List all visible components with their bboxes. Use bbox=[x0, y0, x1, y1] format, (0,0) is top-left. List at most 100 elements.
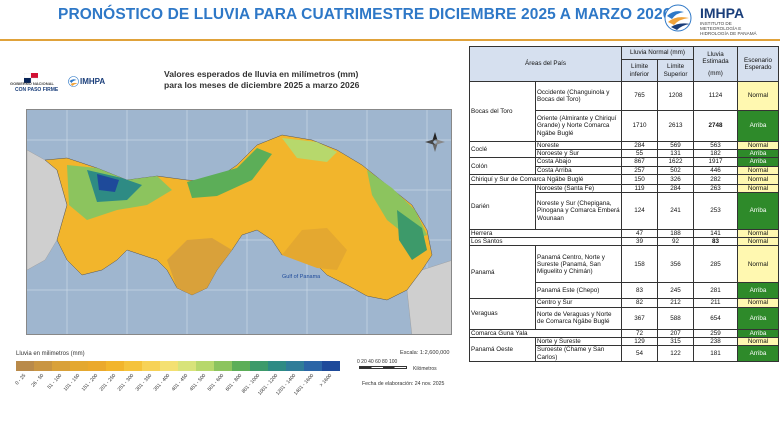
province-cell: Colón bbox=[469, 157, 536, 175]
table-row: Comarca Guna Yala 72 207 259 Arriba bbox=[468, 328, 780, 338]
limite-inferior-cell: 129 bbox=[621, 336, 659, 347]
rainfall-map: Gulf of Panama bbox=[26, 109, 452, 335]
legend-swatch bbox=[178, 361, 196, 371]
limite-inferior-cell: 257 bbox=[621, 165, 659, 175]
limite-inferior-cell: 47 bbox=[621, 229, 659, 239]
table-row: Los Santos 39 92 83 Normal bbox=[468, 237, 780, 247]
escenario-badge: Arriba bbox=[737, 282, 780, 300]
lluvia-estimada-cell: 181 bbox=[693, 345, 739, 363]
escenario-badge: Arriba bbox=[737, 345, 780, 363]
imhpa-small-logo: IMHPA bbox=[68, 75, 128, 93]
escenario-badge: Arriba bbox=[737, 306, 780, 330]
scale-numbers: 0 20 40 60 80 100 bbox=[357, 359, 398, 365]
escenario-badge: Normal bbox=[737, 165, 780, 175]
table-row: Bocas del Toro Occidente (Changuinola y B… bbox=[469, 81, 780, 142]
table-row: Panamá Panamá Centro, Norte y Sureste (Pa… bbox=[469, 245, 780, 300]
map-title: Valores esperados de lluvia en milímetro… bbox=[164, 69, 464, 91]
lluvia-estimada-cell: 263 bbox=[693, 183, 739, 194]
header-areas: Áreas del País bbox=[468, 46, 623, 82]
area-cell: Centro y Sur bbox=[534, 298, 623, 308]
header-lluvia-estimada-unit: (mm) bbox=[708, 69, 723, 77]
limite-superior-cell: 1208 bbox=[657, 81, 695, 111]
legend-swatch bbox=[250, 361, 268, 371]
colombia-landmass bbox=[406, 260, 451, 334]
panama-rainfall-map: Gulf of Panama bbox=[27, 110, 451, 334]
lluvia-estimada-cell: 563 bbox=[693, 140, 739, 151]
legend-swatch bbox=[322, 361, 340, 371]
government-logo: GOBIERNO NACIONAL CON PASO FIRME bbox=[10, 73, 62, 99]
limite-superior-cell: 245 bbox=[657, 282, 695, 300]
area-cell: Noreste y Sur (Chepigana, Pinogana y Com… bbox=[534, 192, 623, 231]
legend-title: Lluvia en milimetros (mm) bbox=[16, 351, 85, 357]
government-logo-top: GOBIERNO NACIONAL bbox=[10, 81, 54, 86]
limite-inferior-cell: 39 bbox=[621, 237, 659, 247]
imhpa-brand-text: IMHPA bbox=[700, 5, 745, 21]
map-title-line1: Valores esperados de lluvia en milímetro… bbox=[164, 69, 359, 79]
limite-inferior-cell: 119 bbox=[621, 183, 659, 194]
limite-inferior-cell: 1710 bbox=[621, 110, 659, 142]
gulf-of-panama-label: Gulf of Panama bbox=[282, 274, 321, 280]
limite-superior-cell: 131 bbox=[657, 149, 695, 159]
page-title: PRONÓSTICO DE LLUVIA PARA CUATRIMESTRE D… bbox=[58, 6, 672, 23]
scale-bar-graphic bbox=[359, 366, 407, 369]
escenario-badge: Normal bbox=[737, 336, 780, 347]
area-cell: Panamá Centro, Norte y Sureste (Panamá, … bbox=[534, 245, 623, 284]
escenario-badge: Normal bbox=[737, 140, 780, 151]
lluvia-estimada-cell: 253 bbox=[693, 192, 739, 231]
forecast-table-body: Bocas del Toro Occidente (Changuinola y B… bbox=[468, 81, 780, 363]
escenario-badge: Normal bbox=[737, 173, 780, 185]
government-logo-bottom: CON PASO FIRME bbox=[15, 87, 59, 93]
area-cell: Noroeste y Sur bbox=[534, 149, 623, 159]
limite-superior-cell: 212 bbox=[657, 298, 695, 308]
imhpa-small-text: IMHPA bbox=[80, 77, 106, 86]
province-cell: Comarca Guna Yala bbox=[468, 328, 623, 338]
limite-inferior-cell: 72 bbox=[621, 328, 659, 338]
limite-inferior-cell: 83 bbox=[621, 282, 659, 300]
azuero-dry-zone bbox=[167, 238, 232, 295]
legend: Lluvia en milimetros (mm) 0 - 25 26 - 50 5… bbox=[14, 351, 346, 417]
map-panel: GOBIERNO NACIONAL CON PASO FIRME IMHPA V… bbox=[4, 45, 464, 420]
bocas-max-zone bbox=[97, 174, 119, 192]
limite-inferior-cell: 158 bbox=[621, 245, 659, 284]
legend-swatch bbox=[214, 361, 232, 371]
limite-superior-cell: 588 bbox=[657, 306, 695, 330]
guna-yala-zone bbox=[282, 138, 337, 162]
header-lluvia-estimada: Lluvia Estimada (mm) bbox=[693, 46, 739, 82]
lluvia-estimada-cell: 281 bbox=[693, 282, 739, 300]
lluvia-estimada-cell: 83 bbox=[693, 237, 739, 247]
table-row: Darién Noroeste (Santa Fe) 119 284 263 Normal bbox=[469, 183, 780, 231]
limite-superior-cell: 1622 bbox=[657, 157, 695, 167]
province-cell: Coclé bbox=[469, 140, 536, 159]
limite-superior-cell: 188 bbox=[657, 229, 695, 239]
legend-swatch bbox=[52, 361, 70, 371]
limite-inferior-cell: 82 bbox=[621, 298, 659, 308]
escenario-badge: Normal bbox=[737, 298, 780, 308]
forecast-table: Áreas del País Lluvia Normal (mm) Lluvia… bbox=[468, 46, 780, 363]
map-title-line2: para los meses de diciembre 2025 a marzo… bbox=[164, 80, 360, 90]
header-limite-superior: Límite Superior bbox=[657, 59, 695, 82]
province-cell: Bocas del Toro bbox=[469, 81, 536, 142]
legend-swatch bbox=[268, 361, 286, 371]
area-cell: Oriente (Almirante y Chiriquí Grande) y … bbox=[534, 110, 623, 142]
province-cell: Panamá Oeste bbox=[469, 336, 536, 363]
table-row: Coclé Noreste 284 569 563 Normal bbox=[469, 140, 780, 159]
scale-unit: Kilómetros bbox=[413, 366, 437, 372]
limite-inferior-cell: 54 bbox=[621, 345, 659, 363]
limite-inferior-cell: 367 bbox=[621, 306, 659, 330]
table-row: Chiriquí y Sur de Comarca Ngäbe Buglé 150… bbox=[468, 173, 780, 185]
limite-superior-cell: 569 bbox=[657, 140, 695, 151]
table-row: Noreste y Sur (Chepigana, Pinogana y Com… bbox=[470, 192, 780, 231]
imhpa-logo: IMHPA INSTITUTO DE METEOROLOGÍA E HIDROL… bbox=[662, 3, 774, 36]
lluvia-estimada-cell: 211 bbox=[693, 298, 739, 308]
limite-superior-cell: 241 bbox=[657, 192, 695, 231]
legend-swatch bbox=[160, 361, 178, 371]
imhpa-small-icon bbox=[68, 76, 79, 87]
area-cell: Norte y Sureste bbox=[534, 336, 623, 347]
lluvia-estimada-cell: 285 bbox=[693, 245, 739, 284]
limite-inferior-cell: 867 bbox=[621, 157, 659, 167]
escenario-badge: Arriba bbox=[737, 192, 780, 231]
area-cell: Costa Arriba bbox=[534, 165, 623, 175]
escenario-badge: Arriba bbox=[737, 110, 780, 142]
header: PRONÓSTICO DE LLUVIA PARA CUATRIMESTRE D… bbox=[0, 0, 780, 38]
limite-inferior-cell: 55 bbox=[621, 149, 659, 159]
